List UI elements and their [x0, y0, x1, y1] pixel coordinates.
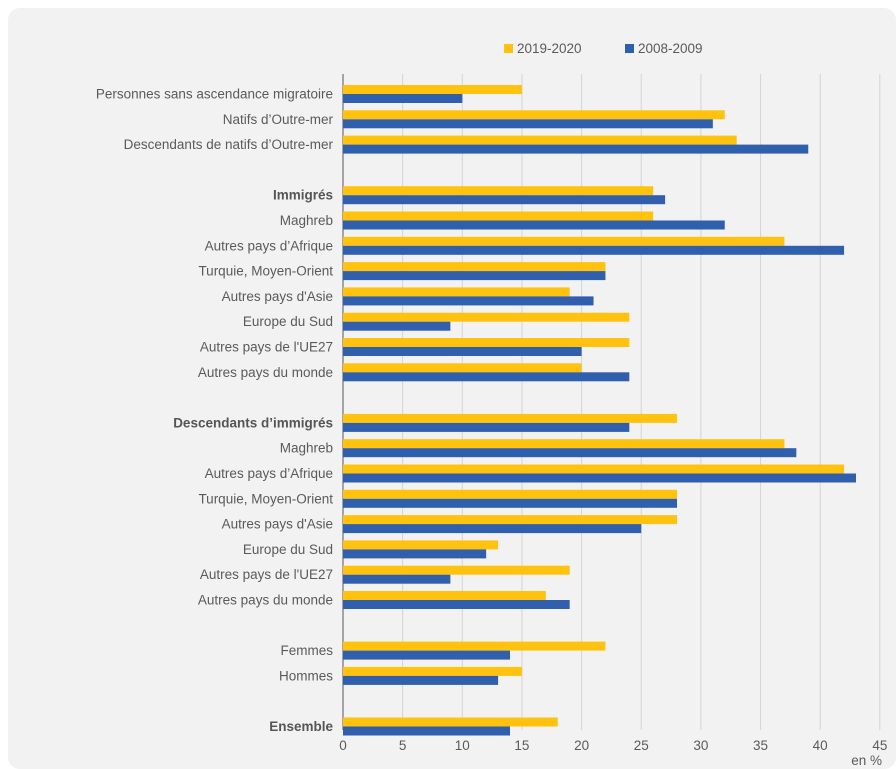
- x-tick-label: 40: [813, 738, 828, 753]
- category-label: Immigrés: [273, 188, 333, 203]
- bar-2008-2009-1: [343, 119, 713, 129]
- bar-2008-2009-13: [343, 422, 630, 432]
- bar-2008-2009-17: [343, 524, 642, 534]
- bar-2019-2020-14: [343, 439, 785, 449]
- bar-2008-2009-8: [343, 296, 594, 306]
- category-label: Maghreb: [280, 213, 333, 228]
- x-tick-label: 30: [693, 738, 708, 753]
- bar-2019-2020-5: [343, 211, 654, 221]
- bar-chart: Personnes sans ascendance migratoire Nati…: [96, 41, 888, 768]
- bar-2019-2020-6: [343, 236, 785, 246]
- x-tick-label: 25: [634, 738, 649, 753]
- bar-2008-2009-9: [343, 321, 451, 331]
- bar-2019-2020-9: [343, 312, 630, 322]
- bar-2019-2020-18: [343, 540, 499, 550]
- x-tick-label: 0: [339, 738, 347, 753]
- category-label: Maghreb: [280, 441, 333, 456]
- bar-2019-2020-25: [343, 717, 558, 727]
- x-tick-label: 15: [514, 738, 529, 753]
- bar-2019-2020-20: [343, 591, 546, 600]
- category-label: Autres pays du monde: [198, 365, 333, 380]
- bar-2019-2020-10: [343, 338, 630, 347]
- category-label: Natifs d’Outre-mer: [223, 112, 334, 127]
- bar-2008-2009-15: [343, 473, 856, 483]
- category-label: Ensemble: [269, 719, 333, 734]
- category-labels: Personnes sans ascendance migratoire Nati…: [96, 87, 334, 735]
- bar-2008-2009-18: [343, 549, 487, 559]
- category-label: Personnes sans ascendance migratoire: [96, 87, 333, 102]
- bar-2008-2009-23: [343, 675, 499, 685]
- bar-2008-2009-6: [343, 245, 845, 255]
- gridlines: [342, 74, 881, 730]
- category-label: Turquie, Moyen-Orient: [198, 264, 333, 279]
- legend: 2019-2020 2008-2009: [504, 41, 703, 56]
- x-tick-labels: 0 5 10 15 20 25 30 35 40 45: [339, 738, 887, 753]
- legend-label-2008-2009: 2008-2009: [638, 41, 703, 56]
- bar-2008-2009-19: [343, 574, 451, 584]
- x-tick-label: 35: [753, 738, 768, 753]
- bar-2008-2009-25: [343, 726, 511, 736]
- category-label: Autres pays de l'UE27: [200, 340, 333, 355]
- category-label: Turquie, Moyen-Orient: [198, 491, 333, 506]
- bar-2008-2009-20: [343, 600, 570, 609]
- category-label: Autres pays d’Afrique: [205, 238, 333, 253]
- bar-2019-2020-17: [343, 515, 678, 525]
- bar-2019-2020-15: [343, 464, 845, 474]
- bar-2019-2020-4: [343, 186, 654, 196]
- bar-2008-2009-14: [343, 448, 797, 458]
- category-label: Europe du Sud: [243, 542, 333, 557]
- x-tick-label: 45: [872, 738, 887, 753]
- bar-2019-2020-2: [343, 135, 737, 145]
- bars: [343, 85, 856, 736]
- category-label: Autres pays d’Afrique: [205, 466, 333, 481]
- unit-label: en %: [851, 753, 882, 768]
- category-label: Descendants de natifs d’Outre-mer: [124, 137, 334, 152]
- legend-swatch-2008-2009: [625, 44, 634, 53]
- bar-2008-2009-2: [343, 144, 809, 154]
- category-label: Descendants d’immigrés: [173, 415, 333, 430]
- bar-2019-2020-11: [343, 363, 582, 373]
- category-label: Hommes: [279, 668, 333, 683]
- x-tick-label: 10: [455, 738, 470, 753]
- x-tick-label: 5: [399, 738, 407, 753]
- bar-2008-2009-0: [343, 94, 463, 103]
- bar-2008-2009-4: [343, 195, 666, 205]
- category-label: Autres pays d'Asie: [222, 289, 333, 304]
- bar-2019-2020-7: [343, 262, 606, 272]
- category-label: Europe du Sud: [243, 314, 333, 329]
- bar-2019-2020-0: [343, 85, 522, 94]
- category-label: Autres pays de l'UE27: [200, 567, 333, 582]
- bar-2019-2020-19: [343, 565, 570, 575]
- category-label: Femmes: [280, 643, 333, 658]
- bar-2019-2020-16: [343, 489, 678, 499]
- legend-label-2019-2020: 2019-2020: [517, 41, 582, 56]
- bar-2019-2020-1: [343, 110, 725, 120]
- x-tick-label: 20: [574, 738, 589, 753]
- bar-2008-2009-7: [343, 271, 606, 281]
- legend-swatch-2019-2020: [504, 44, 513, 53]
- bar-2008-2009-22: [343, 650, 511, 660]
- bar-2019-2020-23: [343, 666, 522, 676]
- bar-2008-2009-16: [343, 498, 678, 508]
- category-label: Autres pays du monde: [198, 593, 333, 608]
- chart-panel: Personnes sans ascendance migratoire Nati…: [8, 8, 896, 769]
- bar-2019-2020-8: [343, 287, 570, 297]
- bar-2008-2009-5: [343, 220, 725, 230]
- bar-2008-2009-10: [343, 347, 582, 356]
- bar-2019-2020-13: [343, 413, 678, 423]
- category-label: Autres pays d'Asie: [222, 517, 333, 532]
- bar-2019-2020-22: [343, 641, 606, 651]
- bar-2008-2009-11: [343, 372, 630, 382]
